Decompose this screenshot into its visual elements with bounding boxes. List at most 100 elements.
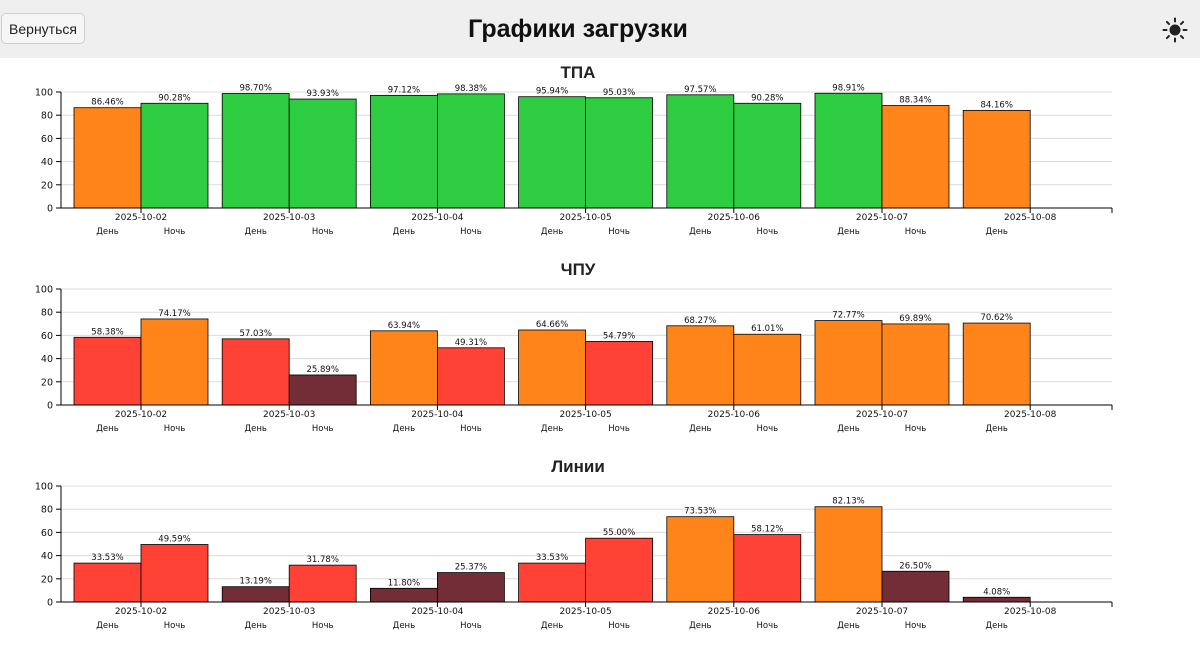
x-category-label: 2025-10-02 (115, 607, 167, 617)
bar-night-2025-10-02[interactable] (140, 102, 209, 209)
bar-value-label: 58.12% (751, 525, 783, 535)
shift-label: Ночь (460, 621, 482, 631)
bar-value-label: 57.03% (239, 329, 271, 339)
y-tick-label: 40 (41, 551, 53, 562)
bar-day-2025-10-08[interactable] (962, 109, 1031, 209)
bar-value-label: 70.62% (980, 313, 1012, 323)
chart-3: Линии 0 20 40 60 80 100 33.53% 49.59% 13.19% 31.78… (35, 457, 1113, 631)
bar-night-2025-10-05[interactable] (585, 97, 653, 209)
bar-day-2025-10-04[interactable] (369, 94, 438, 209)
bar-night-2025-10-06[interactable] (733, 534, 802, 603)
bar-day-2025-10-03[interactable] (221, 93, 290, 209)
bar-night-2025-10-03[interactable] (288, 98, 357, 209)
sun-icon (1162, 17, 1188, 43)
theme-toggle-button[interactable] (1160, 15, 1190, 45)
bar-night-2025-10-07[interactable] (881, 570, 950, 603)
bar-day-2025-10-02[interactable] (73, 562, 142, 603)
bar-day-2025-10-06[interactable] (666, 516, 735, 603)
bar-night-2025-10-06[interactable] (733, 333, 802, 406)
shift-label: Ночь (905, 621, 927, 631)
bar-night-2025-10-02[interactable] (140, 318, 209, 406)
bar-value-label: 72.77% (832, 311, 864, 321)
back-button[interactable]: Вернуться (1, 13, 85, 44)
y-tick-label: 80 (41, 505, 53, 516)
bar-value-label: 54.79% (603, 331, 635, 341)
bar-day-2025-10-05[interactable] (518, 562, 586, 603)
bar-day-2025-10-07[interactable] (814, 92, 883, 209)
bar-value-label: 90.28% (751, 93, 783, 103)
shift-label: Ночь (905, 424, 927, 434)
bar-day-2025-10-04[interactable] (369, 587, 438, 603)
shift-label: Ночь (608, 424, 630, 434)
bar-day-2025-10-06[interactable] (666, 325, 735, 406)
bar-night-2025-10-03[interactable] (288, 374, 357, 406)
y-tick-label: 20 (41, 574, 53, 585)
bar-value-label: 95.03% (603, 88, 635, 98)
bar-value-label: 82.13% (832, 497, 864, 507)
shift-label: Ночь (164, 424, 186, 434)
shift-label: Ночь (312, 621, 334, 631)
bar-value-label: 4.08% (983, 587, 1010, 597)
bar-night-2025-10-05[interactable] (585, 341, 653, 406)
y-tick-label: 0 (47, 401, 53, 412)
shift-label: День (985, 424, 1007, 434)
bar-day-2025-10-05[interactable] (518, 329, 586, 406)
bar-night-2025-10-02[interactable] (140, 544, 209, 603)
bar-value-label: 98.70% (239, 84, 271, 94)
y-tick-label: 60 (41, 134, 53, 145)
shift-label: День (244, 424, 266, 434)
bar-day-2025-10-05[interactable] (518, 96, 586, 209)
bar-value-label: 49.31% (455, 338, 487, 348)
shift-label: День (96, 621, 118, 631)
bar-day-2025-10-02[interactable] (73, 107, 142, 209)
bar-night-2025-10-05[interactable] (585, 537, 653, 603)
bar-value-label: 58.38% (91, 327, 123, 337)
bar-night-2025-10-04[interactable] (436, 572, 505, 603)
bar-day-2025-10-04[interactable] (369, 330, 438, 406)
shift-label: Ночь (164, 621, 186, 631)
x-category-label: 2025-10-08 (1004, 410, 1057, 420)
chart-title: ЧПУ (561, 260, 596, 279)
shift-label: День (393, 227, 415, 237)
bar-night-2025-10-07[interactable] (881, 323, 950, 406)
shift-label: День (837, 621, 859, 631)
y-tick-label: 60 (41, 331, 53, 342)
bar-value-label: 86.46% (91, 98, 123, 108)
shift-label: День (393, 621, 415, 631)
bar-day-2025-10-03[interactable] (221, 338, 290, 406)
bar-night-2025-10-04[interactable] (436, 347, 505, 406)
bar-value-label: 93.93% (306, 89, 338, 99)
bar-day-2025-10-02[interactable] (73, 336, 142, 406)
bar-value-label: 95.94% (536, 87, 568, 97)
bar-value-label: 69.89% (899, 314, 931, 324)
bar-value-label: 84.16% (980, 100, 1012, 110)
shift-label: День (541, 621, 563, 631)
shift-label: День (96, 424, 118, 434)
bar-night-2025-10-03[interactable] (288, 564, 357, 603)
bar-value-label: 74.17% (158, 309, 190, 319)
x-category-label: 2025-10-03 (263, 410, 315, 420)
x-category-label: 2025-10-05 (559, 607, 611, 617)
bar-day-2025-10-06[interactable] (666, 94, 735, 209)
y-tick-label: 100 (35, 482, 53, 493)
bar-day-2025-10-08[interactable] (962, 596, 1031, 603)
shift-label: День (985, 621, 1007, 631)
bar-day-2025-10-07[interactable] (814, 320, 883, 406)
y-tick-label: 80 (41, 111, 53, 122)
bar-day-2025-10-03[interactable] (221, 586, 290, 603)
bar-day-2025-10-08[interactable] (962, 322, 1031, 406)
x-category-label: 2025-10-03 (263, 213, 315, 223)
x-category-label: 2025-10-02 (115, 213, 167, 223)
shift-label: День (837, 424, 859, 434)
bar-value-label: 98.91% (832, 83, 864, 93)
bar-value-label: 73.53% (684, 507, 716, 517)
x-category-label: 2025-10-05 (559, 410, 611, 420)
shift-label: День (244, 621, 266, 631)
y-tick-label: 80 (41, 308, 53, 319)
bar-night-2025-10-06[interactable] (733, 102, 802, 209)
bar-night-2025-10-07[interactable] (881, 105, 950, 209)
bar-value-label: 49.59% (158, 534, 190, 544)
bar-value-label: 25.89% (306, 365, 338, 375)
bar-day-2025-10-07[interactable] (814, 506, 883, 603)
bar-night-2025-10-04[interactable] (436, 93, 505, 209)
